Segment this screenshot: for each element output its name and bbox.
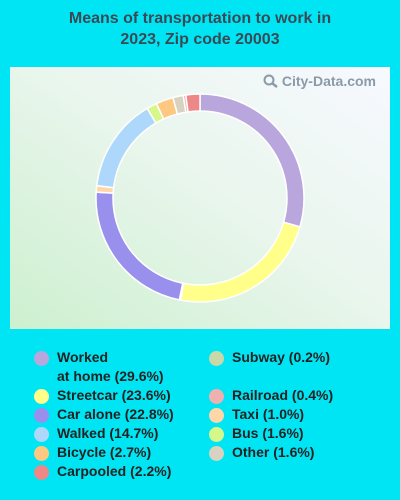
legend-label: Bicycle (2.7%) [57, 444, 152, 460]
donut-slice-streetcar [179, 221, 301, 303]
legend-label: Car alone (22.8%) [57, 406, 174, 422]
legend-item: Taxi (1.0%) [209, 405, 304, 424]
watermark: City-Data.com [263, 73, 376, 89]
legend-label: Subway (0.2%) [232, 349, 331, 365]
legend-label: Other (1.6%) [232, 444, 315, 460]
legend-label: Walked (14.7%) [57, 425, 159, 441]
legend-label: Bus (1.6%) [232, 425, 304, 441]
watermark-text: City-Data.com [281, 73, 376, 89]
legend-item: Subway (0.2%) [209, 348, 330, 367]
legend-label: Taxi (1.0%) [232, 406, 305, 422]
donut-slice-car-alone [95, 191, 184, 301]
legend-item: Carpooled (2.2%) [34, 462, 171, 481]
chart-plot-area: City-Data.com [10, 67, 390, 329]
legend-label: Carpooled (2.2%) [57, 463, 172, 479]
legend-swatch [209, 427, 224, 442]
legend-swatch [34, 408, 49, 423]
legend-item: Railroad (0.4%) [209, 386, 333, 405]
legend-label: Railroad (0.4%) [232, 387, 334, 403]
legend-item: Other (1.6%) [209, 443, 314, 462]
legend-label: Worked at home (29.6%) [57, 349, 164, 384]
legend-item: Streetcar (23.6%) [34, 386, 171, 405]
legend-item: Worked at home (29.6%) [34, 348, 164, 386]
legend-item: Walked (14.7%) [34, 424, 158, 443]
legend-swatch [34, 465, 49, 480]
legend-item: Bicycle (2.7%) [34, 443, 151, 462]
legend-swatch [34, 446, 49, 461]
legend-swatch [209, 446, 224, 461]
magnifier-icon [263, 74, 279, 88]
legend-swatch [34, 389, 49, 404]
legend-swatch [34, 427, 49, 442]
legend-label: Streetcar (23.6%) [57, 387, 171, 403]
legend-item: Bus (1.6%) [209, 424, 304, 443]
donut-slice-worked-at-home [199, 93, 305, 228]
legend-swatch [209, 389, 224, 404]
legend-swatch [34, 351, 49, 366]
legend-swatch [209, 351, 224, 366]
chart-title: Means of transportation to work in 2023,… [0, 8, 400, 50]
donut-slice-carpooled [184, 93, 201, 113]
donut-chart [95, 93, 305, 303]
legend-swatch [209, 408, 224, 423]
chart-title-line-2: 2023, Zip code 20003 [120, 31, 280, 48]
chart-title-line-1: Means of transportation to work in [68, 10, 332, 27]
donut-slice-walked [95, 107, 157, 189]
legend-item: Car alone (22.8%) [34, 405, 174, 424]
chart-legend: Worked at home (29.6%) Streetcar (23.6%) C… [0, 346, 400, 496]
